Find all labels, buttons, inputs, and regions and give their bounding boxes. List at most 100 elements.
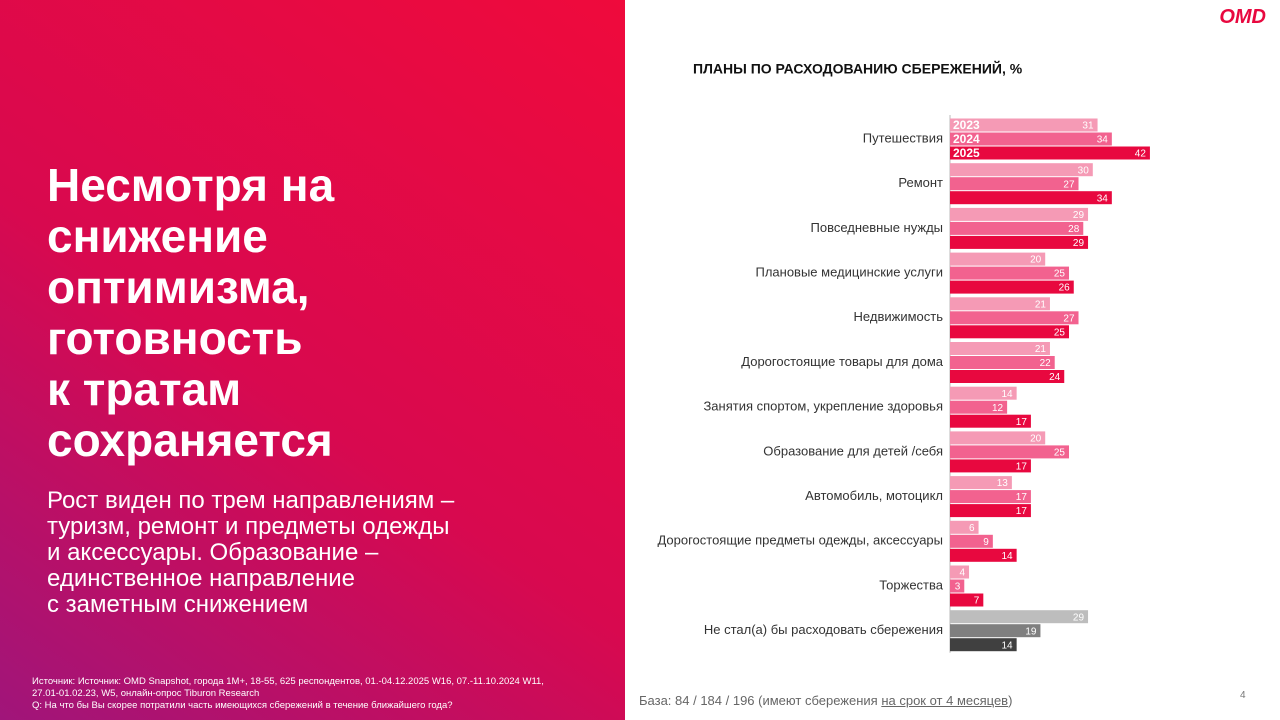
value-label: 3 [955,582,961,593]
subtitle-line: Рост виден по трем направлениям – [47,487,455,514]
value-label: 21 [1035,344,1047,355]
bar [950,579,965,593]
headline-line: к тратам [47,363,242,415]
category-label: Ремонт [898,175,943,190]
category-label: Путешествия [863,130,943,145]
bar [950,624,1041,638]
bar [950,325,1069,339]
value-label: 17 [1016,417,1028,428]
value-label: 19 [1025,626,1037,637]
bar [950,177,1079,191]
bar [950,266,1069,280]
bar [950,342,1050,355]
headline-line: оптимизма, [47,261,310,313]
legend-label: 2025 [953,146,980,160]
value-label: 17 [1016,462,1028,473]
value-label: 20 [1030,255,1042,266]
bar [950,280,1074,294]
bar [950,146,1150,160]
value-label: 6 [969,523,975,534]
category-label: Торжества [879,577,944,592]
value-label: 28 [1068,224,1080,235]
bar [950,386,1017,400]
bar [950,235,1089,249]
value-label: 21 [1035,299,1047,310]
legend-label: 2023 [953,118,980,132]
value-label: 17 [1016,492,1028,503]
footnote-text: ) [1008,693,1013,708]
headline: Несмотря на снижение оптимизма, готовность к… [47,160,334,466]
bar [950,400,1008,414]
category-label: Образование для детей /себя [763,443,943,458]
bar [950,118,1098,132]
bar [950,445,1069,459]
footnote: База: 84 / 184 / 196 (имеют сбережения н… [639,693,1012,708]
category-label: Дорогостоящие предметы одежды, аксессуар… [657,533,943,548]
value-label: 12 [992,403,1004,414]
source-line: 27.01-01.02.23, W5, онлайн-опрос Tiburon… [32,688,260,699]
bar [950,490,1031,504]
bar [950,610,1089,624]
category-label: Дорогостоящие товары для дома [741,354,943,369]
chart: ПЛАНЫ ПО РАСХОДОВАНИЮ СБЕРЕЖЕНИЙ, % Путе… [657,60,1150,653]
bar [950,191,1112,205]
source-line: Источник: Источник: OMD Snapshot, города… [32,676,544,687]
value-label: 20 [1030,434,1042,445]
category-label: Повседневные нужды [811,220,944,235]
value-label: 7 [974,596,980,607]
bar [950,431,1046,445]
category-label: Плановые медицинские услуги [755,265,943,280]
value-label: 26 [1059,283,1071,294]
logo: OMD [1219,6,1266,28]
bar [950,163,1093,177]
bar [950,548,1017,562]
bar [950,356,1055,369]
value-label: 24 [1049,372,1061,383]
category-label: Не стал(а) бы расходовать сбережения [704,622,943,637]
value-label: 29 [1073,210,1085,221]
headline-line: Несмотря на [47,159,335,211]
source: Источник: Источник: OMD Snapshot, города… [32,676,544,712]
bar [950,311,1079,325]
headline-line: готовность [47,312,303,364]
value-label: 13 [997,478,1009,489]
bar [950,297,1050,311]
bar [950,504,1031,518]
value-label: 30 [1078,165,1090,176]
source-line: Q: На что бы Вы скорее потратили часть и… [32,700,453,711]
subtitle-line: единственное направление [47,565,356,592]
value-label: 29 [1073,612,1085,623]
headline-line: снижение [47,210,268,262]
category-label: Автомобиль, мотоцикл [805,488,943,503]
bar [950,459,1031,473]
bar [950,370,1065,383]
bar [950,476,1012,490]
value-label: 27 [1063,179,1075,190]
value-label: 25 [1054,269,1066,280]
category-label: Недвижимость [854,309,944,324]
value-label: 29 [1073,238,1085,249]
footnote-link: на срок от 4 месяцев [881,693,1009,708]
value-label: 17 [1016,506,1028,517]
bar [950,520,979,534]
bar [950,207,1089,221]
headline-line: сохраняется [47,414,333,466]
bar [950,414,1031,428]
bar [950,565,970,579]
bar [950,593,984,607]
page-number: 4 [1240,690,1246,701]
value-label: 27 [1063,313,1075,324]
value-label: 34 [1097,193,1109,204]
category-label: Занятия спортом, укрепление здоровья [703,399,943,414]
bar [950,638,1017,652]
subtitle-line: туризм, ремонт и предметы одежды [47,513,450,540]
value-label: 34 [1097,135,1109,146]
subtitle: Рост виден по трем направлениям – туризм,… [47,488,454,618]
value-label: 14 [1002,389,1014,400]
value-label: 25 [1054,448,1066,459]
bar [950,534,993,548]
footnote-text: База: 84 / 184 / 196 (имеют сбережения [639,693,882,708]
subtitle-line: и аксессуары. Образование – [47,539,379,566]
subtitle-line: с заметным снижением [47,591,309,618]
